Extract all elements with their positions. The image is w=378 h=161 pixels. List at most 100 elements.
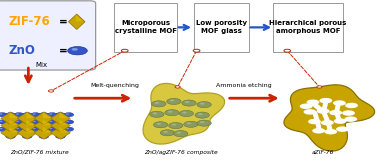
Circle shape [0, 113, 7, 117]
Polygon shape [284, 85, 375, 151]
Circle shape [31, 120, 40, 124]
Circle shape [0, 120, 7, 124]
Circle shape [312, 128, 325, 133]
Text: ZnO/ZIF-76 mixture: ZnO/ZIF-76 mixture [10, 150, 69, 155]
Text: ZnO/agZIF-76 composite: ZnO/agZIF-76 composite [144, 150, 218, 155]
Circle shape [24, 121, 28, 122]
Circle shape [193, 49, 200, 52]
Circle shape [0, 127, 7, 131]
Circle shape [345, 103, 358, 108]
Circle shape [198, 113, 203, 115]
Circle shape [8, 135, 11, 137]
Circle shape [200, 121, 204, 123]
Circle shape [66, 121, 69, 122]
Polygon shape [9, 127, 17, 133]
Circle shape [33, 113, 36, 115]
FancyBboxPatch shape [273, 3, 343, 52]
Circle shape [319, 98, 332, 103]
Circle shape [16, 121, 19, 122]
Circle shape [66, 128, 69, 129]
Polygon shape [51, 126, 70, 139]
Circle shape [342, 110, 355, 116]
Circle shape [344, 116, 357, 122]
Circle shape [167, 98, 181, 104]
Circle shape [31, 113, 40, 117]
Circle shape [24, 128, 28, 129]
Circle shape [172, 124, 176, 126]
Circle shape [57, 135, 61, 137]
Polygon shape [9, 120, 17, 126]
Circle shape [14, 113, 24, 117]
Polygon shape [34, 126, 54, 139]
Circle shape [200, 103, 204, 105]
Circle shape [57, 121, 61, 122]
Circle shape [284, 49, 291, 52]
Text: Melt-quenching: Melt-quenching [91, 83, 140, 88]
Circle shape [324, 129, 337, 134]
Polygon shape [9, 113, 17, 118]
Circle shape [163, 131, 168, 133]
Polygon shape [1, 126, 20, 139]
Polygon shape [1, 112, 20, 125]
Polygon shape [4, 90, 76, 138]
Polygon shape [26, 120, 34, 126]
Polygon shape [17, 126, 37, 139]
Polygon shape [43, 127, 51, 133]
Polygon shape [17, 119, 37, 132]
Circle shape [155, 102, 159, 104]
Circle shape [182, 112, 187, 114]
Circle shape [317, 86, 322, 88]
Circle shape [6, 134, 15, 138]
Circle shape [41, 135, 44, 137]
Circle shape [321, 120, 334, 125]
Circle shape [307, 99, 319, 105]
Circle shape [153, 122, 168, 128]
Circle shape [68, 47, 87, 55]
Circle shape [31, 127, 40, 131]
Circle shape [165, 110, 179, 116]
Polygon shape [68, 14, 85, 29]
Circle shape [16, 128, 19, 129]
FancyBboxPatch shape [194, 3, 249, 52]
Polygon shape [51, 119, 70, 132]
Text: Low porosity
MOF glass: Low porosity MOF glass [195, 20, 247, 34]
Circle shape [8, 128, 11, 129]
Circle shape [184, 121, 198, 127]
Text: =: = [59, 46, 67, 56]
Circle shape [41, 121, 44, 122]
Circle shape [169, 123, 183, 129]
Circle shape [22, 127, 32, 131]
Polygon shape [51, 112, 70, 125]
Circle shape [6, 127, 15, 131]
Circle shape [24, 113, 28, 115]
Circle shape [47, 113, 57, 117]
Circle shape [6, 120, 15, 124]
Circle shape [64, 113, 74, 117]
Circle shape [0, 128, 3, 129]
Polygon shape [43, 113, 51, 118]
Circle shape [56, 134, 65, 138]
Polygon shape [59, 127, 67, 133]
Circle shape [168, 111, 172, 113]
Circle shape [64, 127, 74, 131]
Circle shape [56, 120, 65, 124]
FancyBboxPatch shape [114, 3, 177, 52]
Circle shape [175, 86, 180, 88]
Circle shape [56, 127, 65, 131]
Polygon shape [143, 83, 225, 144]
Circle shape [47, 120, 57, 124]
Circle shape [71, 48, 78, 51]
Circle shape [22, 113, 32, 117]
Circle shape [0, 113, 3, 115]
Circle shape [300, 104, 313, 109]
Circle shape [174, 131, 188, 137]
Circle shape [317, 108, 330, 114]
Circle shape [8, 113, 11, 115]
Circle shape [22, 134, 32, 138]
Circle shape [197, 102, 211, 108]
Circle shape [334, 118, 347, 124]
Circle shape [308, 119, 321, 124]
Circle shape [41, 128, 44, 129]
Circle shape [24, 135, 28, 137]
Circle shape [329, 110, 342, 115]
